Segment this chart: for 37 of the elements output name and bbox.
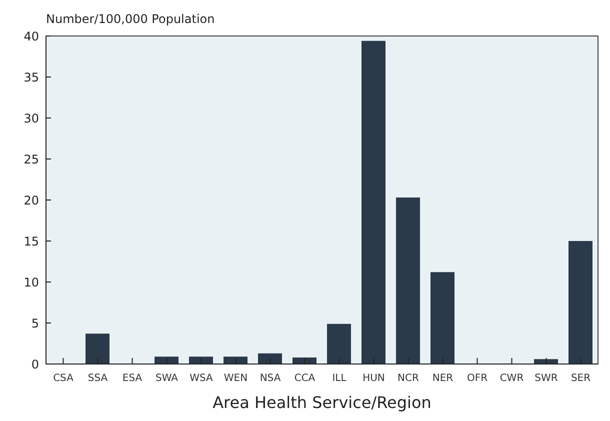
bar [258, 353, 282, 364]
y-tick-label: 0 [31, 357, 39, 372]
x-tick-label: ESA [122, 373, 142, 384]
y-tick-label: 35 [24, 70, 39, 84]
x-tick-label: NSA [260, 373, 281, 384]
y-tick-label: 30 [24, 111, 39, 126]
bar [86, 334, 110, 364]
bar [362, 40, 386, 364]
y-tick-label: 10 [24, 275, 39, 290]
y-tick-label: 15 [24, 234, 39, 248]
x-tick-label: HUN [362, 373, 385, 384]
bar [189, 356, 213, 364]
x-axis-title: Area Health Service/Region [212, 393, 432, 412]
bar [224, 356, 248, 364]
y-tick-label: 5 [31, 316, 39, 330]
bar [430, 272, 454, 364]
x-tick-label: WEN [224, 373, 248, 384]
x-tick-label: NER [432, 373, 454, 384]
x-tick-label: OFR [466, 373, 488, 384]
y-tick-label: 20 [24, 193, 39, 208]
x-tick-label: CWR [500, 373, 524, 384]
bar [327, 324, 351, 364]
y-tick-label: 25 [24, 152, 39, 166]
y-axis-title: Number/100,000 Population [46, 12, 215, 26]
x-tick-label: SSA [88, 373, 108, 384]
x-tick-label: ILL [332, 373, 347, 384]
bar [396, 198, 420, 364]
bar [154, 356, 178, 364]
bar [568, 241, 592, 364]
x-tick-label: NCR [398, 373, 419, 384]
x-tick-label: WSA [190, 373, 214, 384]
x-tick-label: SWR [534, 373, 558, 384]
x-tick-label: CCA [294, 373, 316, 384]
x-tick-label: CSA [53, 373, 74, 384]
x-tick-label: SWA [155, 373, 178, 384]
x-tick-label: SER [570, 373, 591, 384]
y-tick-label: 40 [24, 29, 39, 44]
